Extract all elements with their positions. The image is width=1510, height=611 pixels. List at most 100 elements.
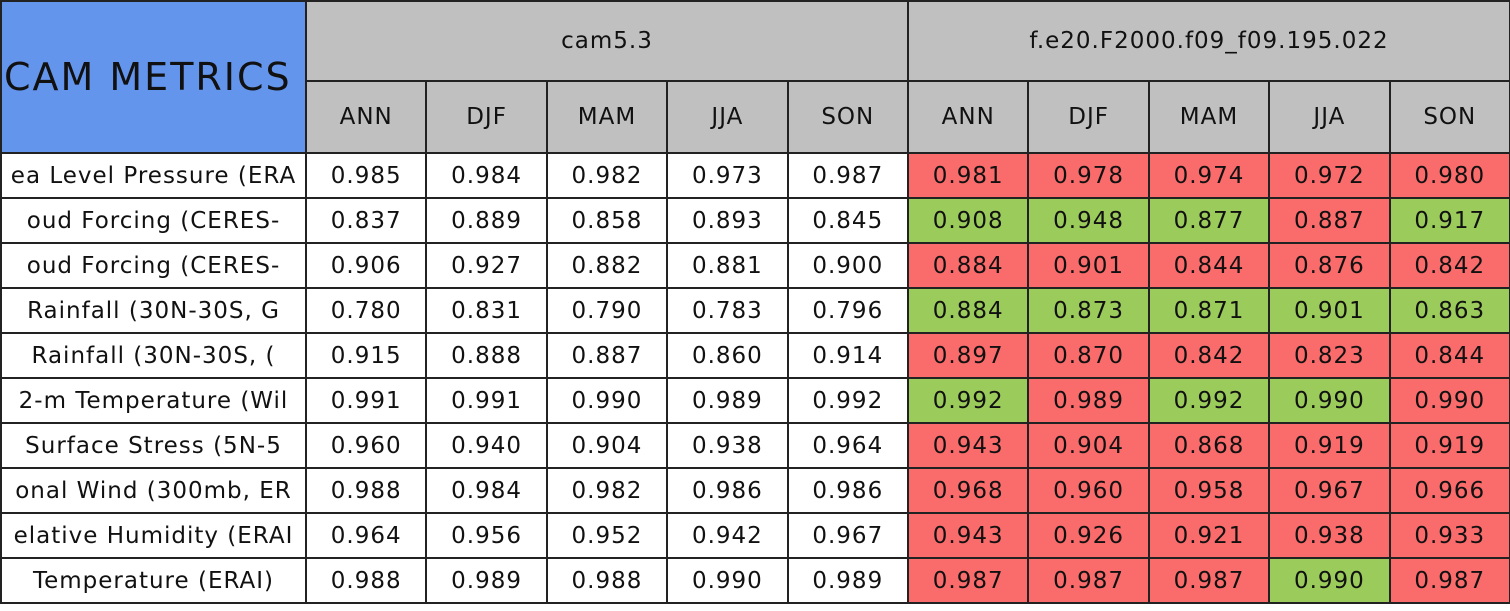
metric-cell: 0.990 [1268, 557, 1391, 604]
metric-cell: 0.960 [304, 422, 428, 469]
metric-cell: 0.967 [786, 512, 910, 559]
metric-cell: 0.988 [304, 467, 428, 514]
season-header: JJA [1268, 80, 1391, 154]
metric-cell: 0.966 [1388, 467, 1510, 514]
metric-cell: 0.943 [907, 422, 1030, 469]
metric-cell: 0.893 [666, 197, 789, 244]
metric-cell: 0.796 [786, 287, 910, 334]
season-header: SON [1388, 80, 1510, 154]
metric-cell: 0.987 [786, 152, 910, 199]
metric-cell: 0.987 [1388, 557, 1510, 604]
metric-cell: 0.900 [786, 242, 910, 289]
season-header: ANN [907, 80, 1030, 154]
metric-cell: 0.980 [1388, 152, 1510, 199]
metric-cell: 0.790 [545, 287, 669, 334]
metric-cell: 0.986 [786, 467, 910, 514]
metric-cell: 0.871 [1147, 287, 1271, 334]
metric-cell: 0.844 [1147, 242, 1271, 289]
metric-cell: 0.984 [425, 152, 548, 199]
metric-cell: 0.964 [304, 512, 428, 559]
metric-cell: 0.927 [425, 242, 548, 289]
season-row: ANN DJF MAM JJA SON ANN DJF MAM JJA SON [1, 80, 1510, 154]
metric-cell: 0.933 [1388, 512, 1510, 559]
metric-cell: 0.882 [545, 242, 669, 289]
metric-cell: 0.881 [666, 242, 789, 289]
metric-cell: 0.972 [1268, 152, 1391, 199]
metric-cell: 0.889 [425, 197, 548, 244]
metric-cell: 0.823 [1268, 332, 1391, 379]
metric-cell: 0.978 [1027, 152, 1150, 199]
data-row: Surface Stress (5N-5 0.960 0.940 0.904 0.938… [0, 422, 1510, 469]
data-row: oud Forcing (CERES- 0.906 0.927 0.882 0.881 0… [0, 242, 1510, 289]
metric-cell: 0.887 [545, 332, 669, 379]
data-row: 2-m Temperature (Wil 0.991 0.991 0.990 0.989… [0, 377, 1510, 424]
metric-cell: 0.964 [786, 422, 910, 469]
metric-cell: 0.992 [1147, 377, 1271, 424]
metric-cell: 0.904 [545, 422, 669, 469]
data-row: Rainfall (30N-30S, (0.915 0.888 0.887 0.860… [0, 332, 1510, 379]
row-label: ea Level Pressure (ERA [0, 152, 307, 199]
metric-cell: 0.990 [666, 557, 789, 604]
row-label: Rainfall (30N-30S, G [0, 287, 307, 334]
metric-cell: 0.990 [1388, 377, 1510, 424]
metric-cell: 0.876 [1268, 242, 1391, 289]
metric-cell: 0.906 [304, 242, 428, 289]
table-title: CAM METRICS [0, 0, 307, 154]
metric-cell: 0.989 [1027, 377, 1150, 424]
metric-cell: 0.904 [1027, 422, 1150, 469]
metric-cell: 0.967 [1268, 467, 1391, 514]
metric-cell: 0.888 [425, 332, 548, 379]
metric-cell: 0.783 [666, 287, 789, 334]
metric-cell: 0.842 [1388, 242, 1510, 289]
metric-cell: 0.940 [425, 422, 548, 469]
row-label: Temperature (ERAI) [0, 557, 307, 604]
metric-cell: 0.956 [425, 512, 548, 559]
metric-cell: 0.845 [786, 197, 910, 244]
metric-cell: 0.844 [1388, 332, 1510, 379]
metric-cell: 0.938 [1268, 512, 1391, 559]
metric-cell: 0.985 [304, 152, 428, 199]
row-label: Surface Stress (5N-5 [0, 422, 307, 469]
metric-cell: 0.973 [666, 152, 789, 199]
metric-cell: 0.897 [907, 332, 1030, 379]
row-label: 2-m Temperature (Wil [0, 377, 307, 424]
row-label: oud Forcing (CERES- [0, 242, 307, 289]
data-row: oud Forcing (CERES- 0.837 0.889 0.858 0.893 0… [0, 197, 1510, 244]
data-row: Temperature (ERAI) 0.988 0.989 0.988 0.990 0.… [0, 557, 1510, 604]
metric-cell: 0.988 [545, 557, 669, 604]
metric-cell: 0.942 [666, 512, 789, 559]
row-label: Rainfall (30N-30S, ( [0, 332, 307, 379]
season-header: MAM [545, 80, 669, 154]
metric-cell: 0.990 [1268, 377, 1391, 424]
metric-cell: 0.938 [666, 422, 789, 469]
metric-cell: 0.868 [1147, 422, 1271, 469]
data-row: Rainfall (30N-30S, G 0.780 0.831 0.790 0.783… [0, 287, 1510, 334]
metric-cell: 0.901 [1268, 287, 1391, 334]
metric-cell: 0.989 [425, 557, 548, 604]
metric-cell: 0.982 [545, 152, 669, 199]
metric-cell: 0.919 [1268, 422, 1391, 469]
metric-cell: 0.919 [1388, 422, 1510, 469]
metric-cell: 0.974 [1147, 152, 1271, 199]
metric-cell: 0.992 [907, 377, 1030, 424]
group-header: f.e20.F2000.f09_f09.195.022 [907, 0, 1510, 82]
row-label: oud Forcing (CERES- [0, 197, 307, 244]
metric-cell: 0.884 [907, 287, 1030, 334]
metric-cell: 0.958 [1147, 467, 1271, 514]
metric-cell: 0.842 [1147, 332, 1271, 379]
metric-cell: 0.914 [786, 332, 910, 379]
metric-cell: 0.901 [1027, 242, 1150, 289]
metric-cell: 0.780 [304, 287, 428, 334]
season-header: DJF [1027, 80, 1150, 154]
season-header: JJA [666, 80, 789, 154]
metric-cell: 0.877 [1147, 197, 1271, 244]
season-header: MAM [1147, 80, 1271, 154]
metric-cell: 0.989 [786, 557, 910, 604]
metric-cell: 0.908 [907, 197, 1030, 244]
season-header: DJF [425, 80, 548, 154]
metric-cell: 0.987 [1027, 557, 1150, 604]
metric-cell: 0.960 [1027, 467, 1150, 514]
metric-cell: 0.915 [304, 332, 428, 379]
metric-cell: 0.981 [907, 152, 1030, 199]
metric-cell: 0.873 [1027, 287, 1150, 334]
